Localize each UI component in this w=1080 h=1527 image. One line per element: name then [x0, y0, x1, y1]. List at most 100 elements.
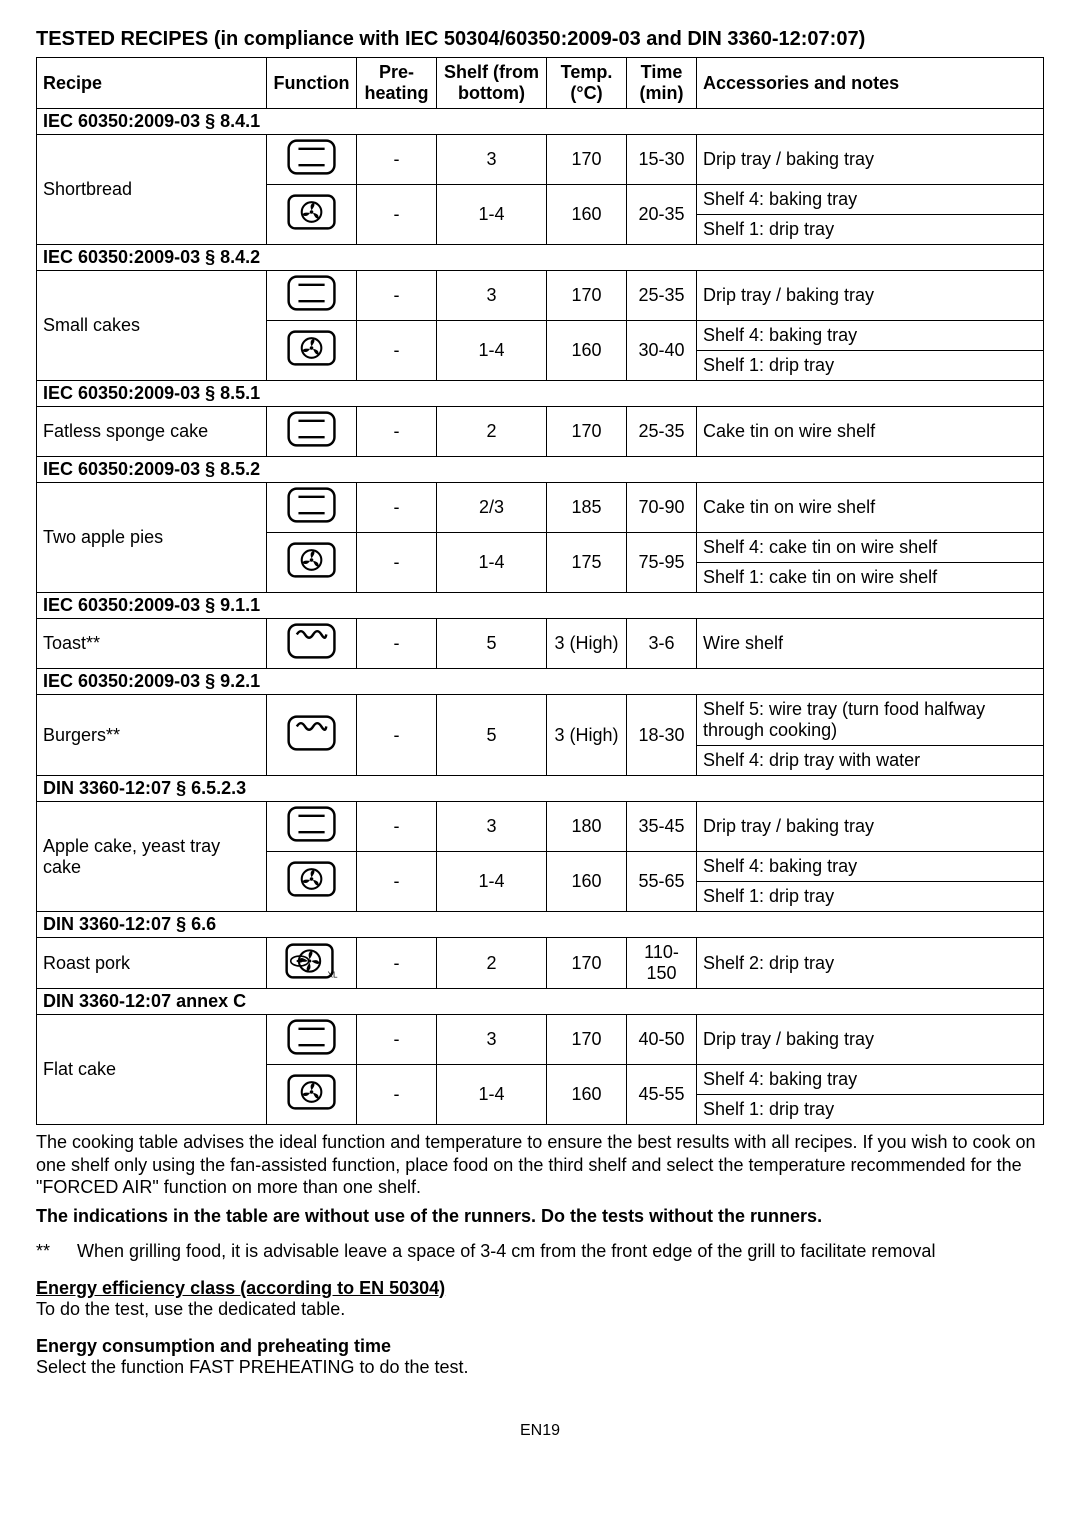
col-function: Function: [267, 58, 357, 109]
grill-icon: [267, 619, 357, 669]
shelf-cell: 1-4: [437, 533, 547, 593]
recipe-name: Roast pork: [37, 938, 267, 989]
recipe-name: Shortbread: [37, 135, 267, 245]
section-header: IEC 60350:2009-03 § 9.2.1: [37, 669, 1044, 695]
notes-cell: Shelf 1: drip tray: [697, 351, 1044, 381]
table-row: Toast**-53 (High)3-6Wire shelf: [37, 619, 1044, 669]
fan-icon: [267, 852, 357, 912]
conventional-icon: [267, 1015, 357, 1065]
shelf-cell: 3: [437, 135, 547, 185]
recipe-name: Toast**: [37, 619, 267, 669]
recipe-name: Two apple pies: [37, 483, 267, 593]
page-title: TESTED RECIPES (in compliance with IEC 5…: [36, 28, 1044, 51]
notes-cell: Shelf 5: wire tray (turn food halfway th…: [697, 695, 1044, 746]
shelf-cell: 1-4: [437, 185, 547, 245]
time-cell: 35-45: [627, 802, 697, 852]
pre-cell: -: [357, 533, 437, 593]
notes-cell: Drip tray / baking tray: [697, 802, 1044, 852]
temp-cell: 185: [547, 483, 627, 533]
section-header: IEC 60350:2009-03 § 8.5.2: [37, 457, 1044, 483]
energy-consumption-heading: Energy consumption and preheating time: [36, 1336, 1044, 1357]
recipe-name: Burgers**: [37, 695, 267, 776]
temp-cell: 170: [547, 271, 627, 321]
recipe-name: Flat cake: [37, 1015, 267, 1125]
time-cell: 15-30: [627, 135, 697, 185]
pre-cell: -: [357, 185, 437, 245]
pre-cell: -: [357, 407, 437, 457]
svg-text:XL: XL: [328, 970, 338, 979]
recipes-table: Recipe Function Pre-heating Shelf (from …: [36, 57, 1044, 1125]
table-row: Flat cake-317040-50Drip tray / baking tr…: [37, 1015, 1044, 1065]
temp-cell: 180: [547, 802, 627, 852]
temp-cell: 160: [547, 321, 627, 381]
pre-cell: -: [357, 802, 437, 852]
notes-cell: Shelf 4: baking tray: [697, 852, 1044, 882]
notes-cell: Shelf 1: drip tray: [697, 1095, 1044, 1125]
conventional-icon: [267, 135, 357, 185]
section-header: DIN 3360-12:07 § 6.6: [37, 912, 1044, 938]
star-prefix: **: [36, 1241, 72, 1262]
shelf-cell: 2: [437, 938, 547, 989]
shelf-cell: 1-4: [437, 321, 547, 381]
section-header: DIN 3360-12:07 annex C: [37, 989, 1044, 1015]
notes-cell: Cake tin on wire shelf: [697, 483, 1044, 533]
conventional-icon: [267, 271, 357, 321]
col-preheating: Pre-heating: [357, 58, 437, 109]
star-text: When grilling food, it is advisable leav…: [77, 1241, 935, 1261]
runners-note: The indications in the table are without…: [36, 1205, 1044, 1228]
time-cell: 40-50: [627, 1015, 697, 1065]
notes-cell: Shelf 4: baking tray: [697, 185, 1044, 215]
table-row: Burgers**-53 (High)18-30Shelf 5: wire tr…: [37, 695, 1044, 746]
time-cell: 75-95: [627, 533, 697, 593]
notes-cell: Drip tray / baking tray: [697, 271, 1044, 321]
notes-cell: Shelf 4: drip tray with water: [697, 746, 1044, 776]
turbogrill-icon: XL: [267, 938, 357, 989]
notes-cell: Shelf 1: cake tin on wire shelf: [697, 563, 1044, 593]
time-cell: 30-40: [627, 321, 697, 381]
pre-cell: -: [357, 135, 437, 185]
table-row: Shortbread-317015-30Drip tray / baking t…: [37, 135, 1044, 185]
time-cell: 110-150: [627, 938, 697, 989]
grill-note: ** When grilling food, it is advisable l…: [36, 1241, 1044, 1262]
shelf-cell: 2/3: [437, 483, 547, 533]
conventional-icon: [267, 802, 357, 852]
time-cell: 3-6: [627, 619, 697, 669]
temp-cell: 170: [547, 938, 627, 989]
recipe-name: Fatless sponge cake: [37, 407, 267, 457]
fan-icon: [267, 1065, 357, 1125]
time-cell: 55-65: [627, 852, 697, 912]
col-time: Time (min): [627, 58, 697, 109]
notes-cell: Drip tray / baking tray: [697, 1015, 1044, 1065]
pre-cell: -: [357, 271, 437, 321]
temp-cell: 160: [547, 1065, 627, 1125]
shelf-cell: 3: [437, 1015, 547, 1065]
shelf-cell: 3: [437, 802, 547, 852]
notes-cell: Drip tray / baking tray: [697, 135, 1044, 185]
page-number: EN19: [36, 1422, 1044, 1440]
temp-cell: 170: [547, 407, 627, 457]
time-cell: 18-30: [627, 695, 697, 776]
shelf-cell: 1-4: [437, 1065, 547, 1125]
conventional-icon: [267, 407, 357, 457]
notes-cell: Cake tin on wire shelf: [697, 407, 1044, 457]
shelf-cell: 2: [437, 407, 547, 457]
table-row: Small cakes-317025-35Drip tray / baking …: [37, 271, 1044, 321]
section-header: IEC 60350:2009-03 § 8.4.1: [37, 109, 1044, 135]
energy-consumption-text: Select the function FAST PREHEATING to d…: [36, 1357, 1044, 1378]
fan-icon: [267, 185, 357, 245]
col-temp: Temp. (°C): [547, 58, 627, 109]
pre-cell: -: [357, 1015, 437, 1065]
grill-icon: [267, 695, 357, 776]
pre-cell: -: [357, 619, 437, 669]
fan-icon: [267, 321, 357, 381]
shelf-cell: 3: [437, 271, 547, 321]
section-header: DIN 3360-12:07 § 6.5.2.3: [37, 776, 1044, 802]
notes-cell: Shelf 4: cake tin on wire shelf: [697, 533, 1044, 563]
col-recipe: Recipe: [37, 58, 267, 109]
time-cell: 70-90: [627, 483, 697, 533]
notes-cell: Wire shelf: [697, 619, 1044, 669]
temp-cell: 3 (High): [547, 619, 627, 669]
temp-cell: 175: [547, 533, 627, 593]
table-row: Two apple pies-2/318570-90Cake tin on wi…: [37, 483, 1044, 533]
header-row: Recipe Function Pre-heating Shelf (from …: [37, 58, 1044, 109]
